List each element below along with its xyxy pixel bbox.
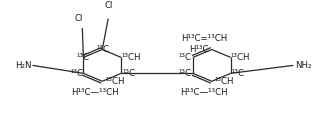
Text: H¹³C=¹³CH: H¹³C=¹³CH xyxy=(181,34,228,43)
Text: ¹³C: ¹³C xyxy=(97,45,110,54)
Text: ¹³C: ¹³C xyxy=(122,69,135,78)
Text: H¹³C—¹³CH: H¹³C—¹³CH xyxy=(71,88,119,97)
Text: H₂N: H₂N xyxy=(15,61,31,70)
Text: ¹³CH: ¹³CH xyxy=(105,77,125,86)
Text: NH₂: NH₂ xyxy=(295,61,311,70)
Text: ¹³C: ¹³C xyxy=(179,53,192,62)
Text: Cl: Cl xyxy=(104,1,112,10)
Text: ¹³C: ¹³C xyxy=(232,69,245,78)
Text: Cl: Cl xyxy=(74,14,82,23)
Text: ¹³C: ¹³C xyxy=(179,69,192,78)
Text: H¹³C: H¹³C xyxy=(189,45,209,54)
Text: ¹³C: ¹³C xyxy=(77,53,90,62)
Text: ¹³CH: ¹³CH xyxy=(231,53,250,62)
Text: ¹³CH: ¹³CH xyxy=(215,77,234,86)
Text: H¹³C—¹³CH: H¹³C—¹³CH xyxy=(181,88,228,97)
Text: ¹³CH: ¹³CH xyxy=(121,53,141,62)
Text: ¹³C: ¹³C xyxy=(70,69,83,78)
